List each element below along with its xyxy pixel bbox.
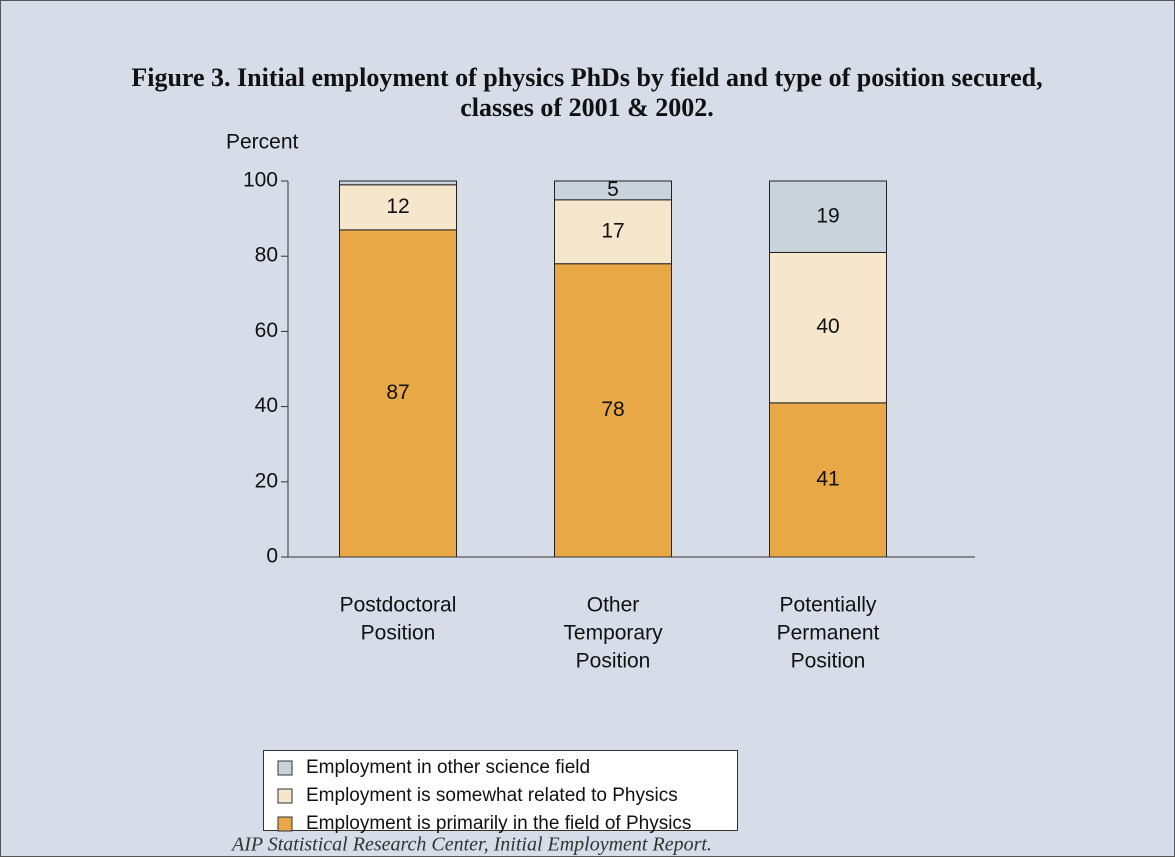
data-label: 5 xyxy=(607,178,619,201)
x-tick-label: Potentially xyxy=(780,594,877,617)
source: AIP Statistical Research Center, Initial… xyxy=(230,834,712,856)
x-tick-label: Postdoctoral xyxy=(340,594,457,617)
bar-segment xyxy=(554,263,672,558)
x-tick-label: Position xyxy=(576,650,651,673)
bar-segment xyxy=(339,180,457,186)
bar-segment xyxy=(339,229,457,558)
bar-segment xyxy=(769,402,887,558)
x-tick-label: Permanent xyxy=(777,622,880,645)
data-label: 19 xyxy=(816,204,839,227)
legend-label: Employment is primarily in the field of … xyxy=(306,813,691,834)
legend-swatch xyxy=(277,816,293,832)
bar-segment xyxy=(554,199,672,265)
legend xyxy=(263,750,738,831)
data-label: 41 xyxy=(816,467,839,490)
bar-segment xyxy=(339,184,457,231)
x-tick-label: Position xyxy=(361,622,436,645)
x-tick-label: Temporary xyxy=(563,622,663,645)
data-label: 17 xyxy=(601,219,624,242)
y-tick-label: 20 xyxy=(255,469,278,492)
bar-segment xyxy=(554,180,672,201)
data-label: 12 xyxy=(386,195,409,218)
x-tick-label: Other xyxy=(587,594,640,617)
legend-swatch xyxy=(277,788,293,804)
y-tick-label: 40 xyxy=(255,394,278,417)
chart-title: classes of 2001 & 2002. xyxy=(460,93,713,122)
y-tick-label: 100 xyxy=(243,169,278,192)
y-axis-label: Percent xyxy=(226,131,299,154)
y-tick-label: 0 xyxy=(266,545,278,568)
y-tick-label: 80 xyxy=(255,244,278,267)
legend-label: Employment is somewhat related to Physic… xyxy=(306,785,678,806)
data-label: 78 xyxy=(601,398,624,421)
y-tick-label: 60 xyxy=(255,319,278,342)
x-tick-label: Position xyxy=(791,650,866,673)
legend-label: Employment in other science field xyxy=(306,757,590,778)
data-label: 87 xyxy=(386,381,409,404)
chart-title: Figure 3. Initial employment of physics … xyxy=(131,63,1042,92)
bar-segment xyxy=(769,180,887,253)
legend-swatch xyxy=(277,760,293,776)
bar-segment xyxy=(769,251,887,404)
data-label: 40 xyxy=(816,315,839,338)
